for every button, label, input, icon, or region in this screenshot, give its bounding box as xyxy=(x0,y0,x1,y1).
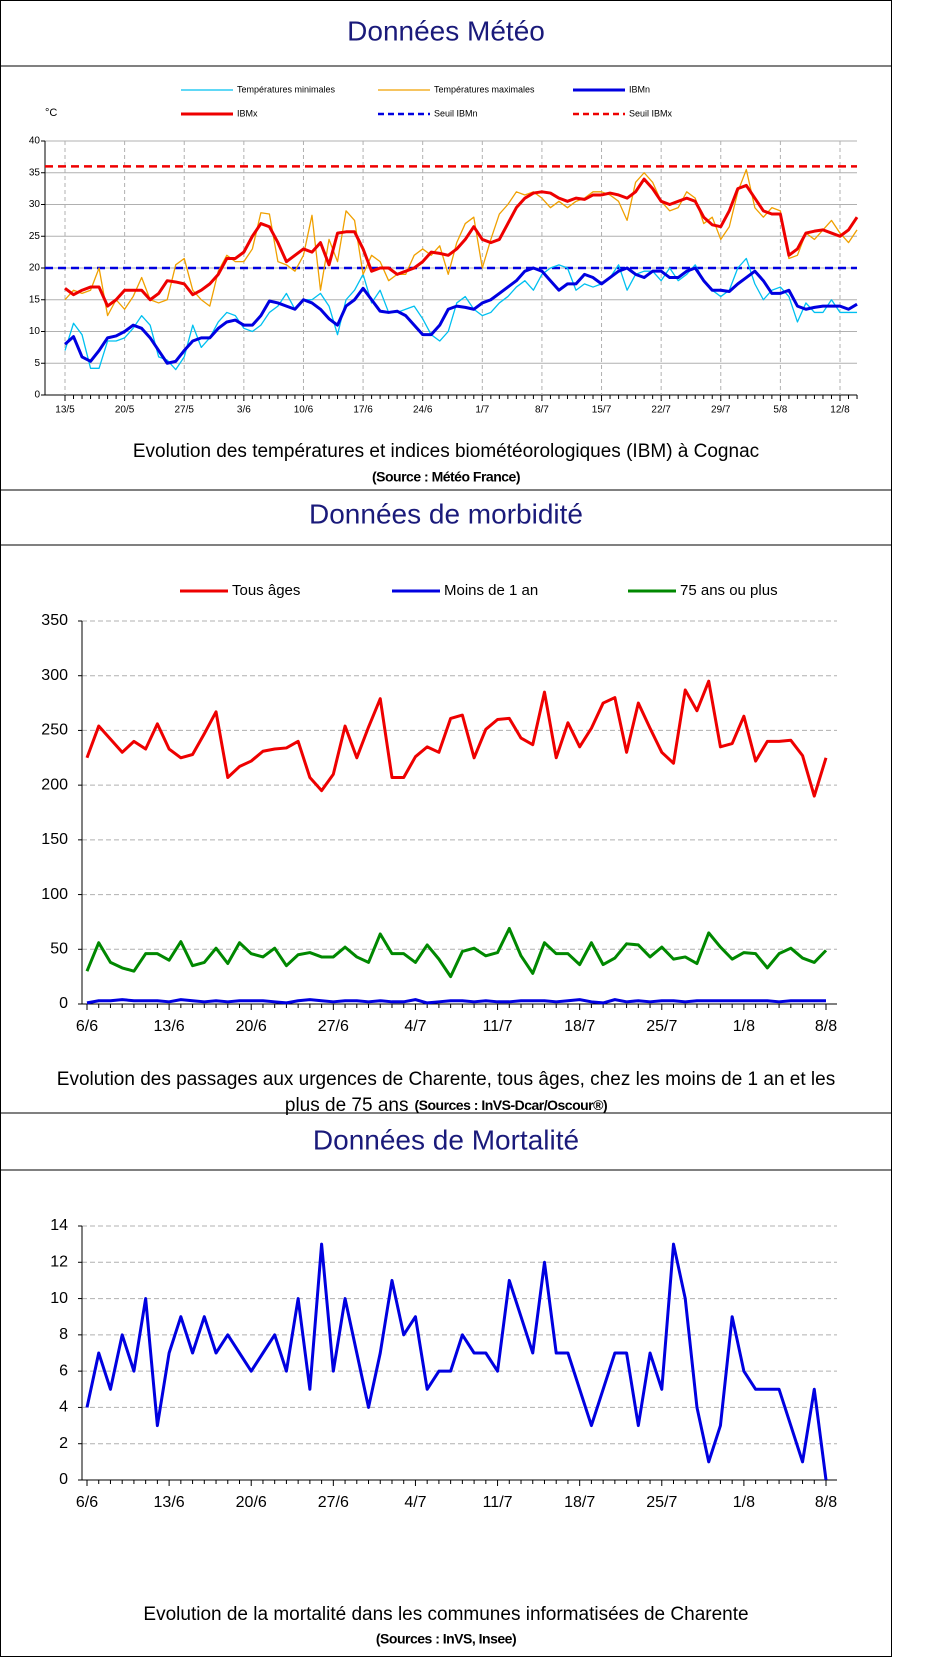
frame xyxy=(0,0,892,1657)
y-tick-label: 12 xyxy=(50,1254,68,1271)
section-title: Données de Mortalité xyxy=(313,1124,579,1155)
series-line xyxy=(64,177,859,308)
caption-source: (Sources : InVS, Insee) xyxy=(376,1631,516,1647)
caption-text: plus de 75 ans xyxy=(285,1095,409,1116)
x-tick-label: 6/6 xyxy=(76,1494,98,1511)
legend-label: Seuil IBMn xyxy=(434,108,478,118)
y-tick-label: 2 xyxy=(59,1435,68,1452)
y-tick-label: 10 xyxy=(50,1290,68,1307)
x-tick-label: 5/8 xyxy=(773,405,787,416)
x-tick-label: 10/6 xyxy=(294,405,314,416)
x-tick-label: 6/6 xyxy=(76,1018,98,1035)
y-tick-label: 0 xyxy=(34,390,40,401)
section-title: Données Météo xyxy=(347,15,545,46)
y-tick-label: 150 xyxy=(41,831,68,848)
y-tick-label: 30 xyxy=(29,199,41,210)
x-tick-label: 13/6 xyxy=(154,1018,185,1035)
y-tick-label: 0 xyxy=(59,995,68,1012)
x-tick-label: 4/7 xyxy=(404,1494,426,1511)
y-tick-label: 0 xyxy=(59,1471,68,1488)
y-tick-label: 4 xyxy=(59,1399,68,1416)
caption: Evolution des températures et indices bi… xyxy=(133,441,759,462)
y-tick-label: 350 xyxy=(41,612,68,629)
caption-source: (Source : Météo France) xyxy=(372,469,520,485)
y-tick-label: 50 xyxy=(50,941,68,958)
legend-label: Températures minimales xyxy=(237,84,336,94)
series-line xyxy=(64,168,858,317)
y-tick-label: 40 xyxy=(29,136,41,147)
x-tick-label: 27/5 xyxy=(174,405,194,416)
y-tick-label: 25 xyxy=(29,231,41,242)
y-tick-label: 10 xyxy=(29,326,41,337)
legend-label: Tous âges xyxy=(232,582,300,599)
y-tick-label: 300 xyxy=(41,667,68,684)
legend-label: IBMx xyxy=(237,108,258,118)
x-tick-label: 13/5 xyxy=(55,405,75,416)
x-tick-label: 27/6 xyxy=(318,1018,349,1035)
series-line xyxy=(64,266,858,365)
caption: Evolution de la mortalité dans les commu… xyxy=(143,1604,748,1625)
y-tick-label: 35 xyxy=(29,167,41,178)
x-tick-label: 1/8 xyxy=(733,1018,755,1035)
x-tick-label: 20/6 xyxy=(236,1018,267,1035)
x-tick-label: 13/6 xyxy=(154,1494,185,1511)
x-tick-label: 29/7 xyxy=(711,405,731,416)
y-tick-label: 6 xyxy=(59,1362,68,1379)
x-tick-label: 11/7 xyxy=(483,1494,513,1511)
legend-label: Seuil IBMx xyxy=(629,108,673,118)
series-line xyxy=(85,926,828,979)
x-tick-label: 1/8 xyxy=(733,1494,755,1511)
x-tick-label: 4/7 xyxy=(404,1018,426,1035)
legend-label: 75 ans ou plus xyxy=(680,582,778,599)
x-tick-label: 8/7 xyxy=(535,405,549,416)
x-tick-label: 18/7 xyxy=(564,1018,595,1035)
caption: plus de 75 ans (Sources : InVS-Dcar/Oscou… xyxy=(285,1095,607,1116)
x-tick-label: 24/6 xyxy=(413,405,433,416)
x-tick-label: 25/7 xyxy=(646,1494,677,1511)
y-tick-label: 15 xyxy=(29,294,41,305)
x-tick-label: 11/7 xyxy=(483,1018,513,1035)
series-line xyxy=(85,679,828,798)
legend-label: Températures maximales xyxy=(434,84,535,94)
legend-label: Moins de 1 an xyxy=(444,582,538,599)
y-tick-label: 100 xyxy=(41,886,68,903)
caption: Evolution des passages aux urgences de C… xyxy=(57,1069,835,1090)
y-tick-label: 8 xyxy=(59,1326,68,1343)
x-tick-label: 15/7 xyxy=(592,405,612,416)
x-tick-label: 27/6 xyxy=(318,1494,349,1511)
x-tick-label: 20/6 xyxy=(236,1494,267,1511)
x-tick-label: 22/7 xyxy=(651,405,671,416)
y-tick-label: 14 xyxy=(50,1217,68,1234)
x-tick-label: 25/7 xyxy=(646,1018,677,1035)
y-tick-label: 250 xyxy=(41,722,68,739)
x-tick-label: 18/7 xyxy=(564,1494,595,1511)
y-tick-label: 20 xyxy=(29,263,41,274)
x-tick-label: 8/8 xyxy=(815,1494,837,1511)
legend-label: IBMn xyxy=(629,84,650,94)
section-title: Données de morbidité xyxy=(309,498,583,529)
series-line xyxy=(85,1242,828,1481)
x-tick-label: 1/7 xyxy=(475,405,489,416)
x-tick-label: 3/6 xyxy=(237,405,251,416)
y-unit: °C xyxy=(45,107,57,119)
x-tick-label: 17/6 xyxy=(353,405,373,416)
y-tick-label: 5 xyxy=(34,358,40,369)
y-tick-label: 200 xyxy=(41,776,68,793)
caption-source: (Sources : InVS-Dcar/Oscour®) xyxy=(414,1097,607,1113)
series-line xyxy=(86,998,826,1005)
x-tick-label: 20/5 xyxy=(115,405,135,416)
series-line xyxy=(64,257,858,371)
x-tick-label: 8/8 xyxy=(815,1018,837,1035)
x-tick-label: 12/8 xyxy=(830,405,850,416)
